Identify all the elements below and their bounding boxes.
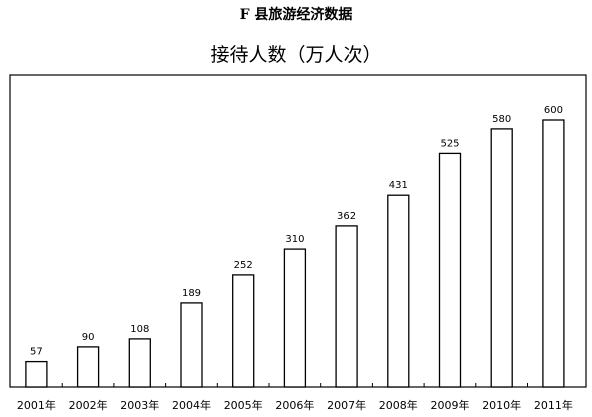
chart-title: 接待人数（万人次） bbox=[210, 44, 382, 66]
data-label: 57 bbox=[30, 347, 43, 358]
x-axis-tick-labels: 2001年 2002年 2003年 2004年 2005年 2006年 2007年 2008年… bbox=[17, 398, 573, 412]
bars-layer bbox=[25, 119, 565, 388]
data-label: 525 bbox=[440, 138, 459, 149]
x-tick-label: 2003年 bbox=[120, 398, 159, 412]
data-labels: 57 90 108 189 252 310 362 431 525 580 600 bbox=[30, 105, 563, 358]
data-label: 310 bbox=[285, 234, 304, 245]
bar-2006年 bbox=[283, 248, 307, 388]
x-tick-label: 2009年 bbox=[431, 398, 470, 412]
data-label: 600 bbox=[544, 105, 563, 116]
x-axis-ticks bbox=[61, 383, 528, 387]
x-tick-label: 2007年 bbox=[327, 398, 366, 412]
bar-2005年 bbox=[232, 274, 255, 388]
data-label: 252 bbox=[234, 260, 253, 271]
data-label: 189 bbox=[182, 288, 201, 299]
x-tick-label: 2008年 bbox=[379, 398, 418, 412]
x-tick-label: 2001年 bbox=[17, 398, 56, 412]
x-tick-label: 2004年 bbox=[172, 398, 211, 412]
bar-2007年 bbox=[335, 225, 358, 388]
x-tick-label: 2011年 bbox=[534, 398, 573, 412]
data-label: 108 bbox=[130, 324, 149, 335]
bar-2002年 bbox=[76, 346, 100, 388]
x-tick-label: 2010年 bbox=[482, 398, 521, 412]
bar-2004年 bbox=[180, 302, 203, 388]
data-label: 90 bbox=[82, 332, 95, 343]
data-label: 431 bbox=[389, 180, 408, 191]
bar-2010年 bbox=[490, 128, 513, 388]
bar-2011年 bbox=[542, 119, 565, 388]
bar-2008年 bbox=[387, 194, 410, 388]
x-tick-label: 2005年 bbox=[224, 398, 263, 412]
x-tick-label: 2002年 bbox=[69, 398, 108, 412]
page-title: F 县旅游经济数据 bbox=[239, 7, 353, 23]
bar-2009年 bbox=[438, 152, 462, 388]
x-tick-label: 2006年 bbox=[275, 398, 314, 412]
bar-2003年 bbox=[128, 338, 151, 388]
data-label: 580 bbox=[492, 114, 511, 125]
data-label: 362 bbox=[337, 211, 356, 222]
bar-2001年 bbox=[25, 360, 48, 388]
